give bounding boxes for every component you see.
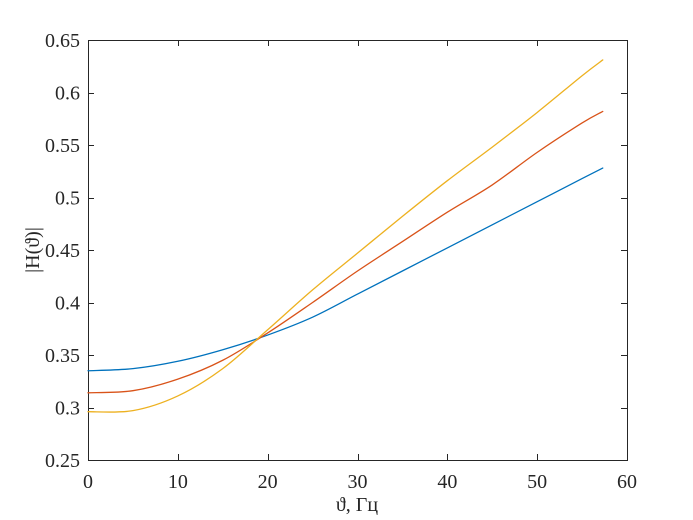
labels-layer: ϑ, Гц |H(ϑ)| <box>22 227 378 516</box>
x-tick-label: 10 <box>168 471 188 493</box>
x-axis-label: ϑ, Гц <box>336 494 378 516</box>
y-tick-label: 0.3 <box>55 398 80 420</box>
x-tick-label: 20 <box>258 471 278 493</box>
y-tick-label: 0.6 <box>55 83 80 105</box>
curve-series-2-red <box>87 110 604 394</box>
x-tick-label: 40 <box>437 471 457 493</box>
plot-box <box>88 40 628 461</box>
y-tick-label: 0.65 <box>45 30 80 52</box>
y-axis-label: |H(ϑ)| <box>22 227 44 273</box>
x-tick-label: 0 <box>83 471 93 493</box>
curves-layer <box>87 59 604 413</box>
x-tick-label: 50 <box>527 471 547 493</box>
curve-series-3-yellow <box>87 59 604 413</box>
axes-layer: 0 10 20 30 40 50 60 0.25 0.3 0.35 0.4 0.45 0.5 0.55 0.… <box>45 30 637 493</box>
x-tick-label: 30 <box>348 471 368 493</box>
y-tick-label: 0.55 <box>45 135 80 157</box>
y-tick-label: 0.25 <box>45 450 80 472</box>
y-tick-label: 0.45 <box>45 240 80 262</box>
y-tick-label: 0.4 <box>55 293 80 315</box>
x-tick-label: 60 <box>617 471 637 493</box>
y-tick-label: 0.5 <box>55 188 80 210</box>
curve-series-1-blue <box>87 167 604 372</box>
y-tick-label: 0.35 <box>45 345 80 367</box>
